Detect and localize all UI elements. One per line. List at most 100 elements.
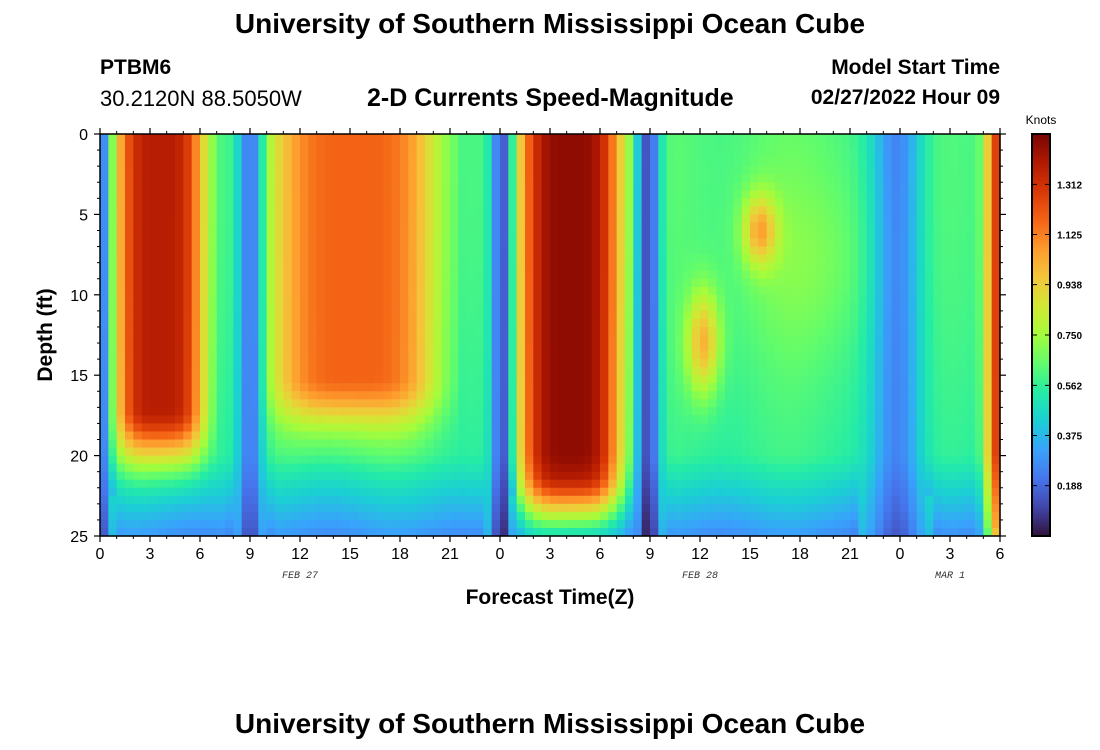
- heatmap-cell: [183, 375, 193, 384]
- heatmap-cell: [133, 447, 143, 457]
- heatmap-cell: [800, 471, 809, 481]
- heatmap-cell: [800, 351, 809, 360]
- heatmap-cell: [375, 270, 384, 280]
- heatmap-cell: [425, 326, 434, 336]
- heatmap-cell: [358, 190, 368, 199]
- heatmap-cell: [916, 495, 926, 505]
- heatmap-cell: [200, 335, 209, 344]
- heatmap-cell: [408, 455, 418, 465]
- heatmap-cell: [583, 262, 593, 272]
- heatmap-cell: [850, 262, 859, 272]
- heatmap-cell: [833, 471, 843, 481]
- heatmap-cell: [725, 294, 734, 304]
- heatmap-cell: [875, 383, 884, 392]
- heatmap-cell: [491, 471, 501, 481]
- heatmap-cell: [475, 262, 484, 272]
- heatmap-cell: [900, 503, 909, 513]
- heatmap-cell: [591, 351, 601, 360]
- heatmap-cell: [816, 294, 826, 304]
- heatmap-cell: [425, 318, 434, 328]
- heatmap-cell: [500, 487, 509, 497]
- heatmap-cell: [483, 519, 493, 529]
- heatmap-cell: [350, 142, 359, 151]
- heatmap-cell: [925, 182, 934, 191]
- heatmap-cell: [625, 463, 634, 473]
- heatmap-cell: [525, 447, 534, 457]
- heatmap-cell: [566, 479, 576, 489]
- heatmap-cell: [800, 246, 809, 256]
- heatmap-cell: [650, 302, 659, 312]
- heatmap-cell: [633, 166, 643, 175]
- heatmap-cell: [491, 158, 501, 167]
- heatmap-cell: [283, 150, 293, 159]
- heatmap-cell: [850, 423, 859, 433]
- heatmap-cell: [550, 455, 559, 465]
- heatmap-cell: [125, 310, 134, 320]
- heatmap-cell: [516, 246, 526, 256]
- heatmap-cell: [175, 286, 184, 296]
- heatmap-cell: [841, 383, 851, 392]
- heatmap-cell: [733, 359, 743, 368]
- heatmap-cell: [558, 190, 568, 199]
- heatmap-cell: [116, 302, 126, 312]
- heatmap-cell: [200, 190, 209, 199]
- heatmap-cell: [716, 142, 726, 151]
- heatmap-cell: [675, 511, 684, 521]
- heatmap-cell: [266, 230, 276, 240]
- heatmap-cell: [416, 150, 426, 159]
- heatmap-cell: [308, 447, 318, 457]
- heatmap-cell: [458, 142, 468, 151]
- heatmap-cell: [258, 479, 268, 489]
- heatmap-cell: [108, 471, 118, 481]
- heatmap-cell: [916, 487, 926, 497]
- heatmap-cell: [241, 142, 251, 151]
- heatmap-cell: [825, 415, 834, 425]
- heatmap-cell: [425, 206, 434, 215]
- heatmap-cell: [200, 439, 209, 449]
- heatmap-cell: [333, 487, 343, 497]
- heatmap-cell: [883, 447, 893, 457]
- heatmap-cell: [491, 415, 501, 425]
- heatmap-cell: [266, 262, 276, 272]
- heatmap-cell: [650, 174, 659, 183]
- heatmap-cell: [925, 399, 934, 408]
- heatmap-cell: [850, 198, 859, 207]
- heatmap-cell: [116, 455, 126, 465]
- heatmap-cell: [783, 254, 793, 264]
- heatmap-cell: [783, 391, 793, 400]
- heatmap-cell: [458, 198, 468, 207]
- heatmap-cell: [200, 351, 209, 360]
- heatmap-cell: [666, 214, 676, 224]
- heatmap-cell: [150, 367, 159, 376]
- heatmap-cell: [825, 166, 834, 175]
- heatmap-cell: [533, 166, 543, 175]
- heatmap-cell: [700, 455, 709, 465]
- heatmap-cell: [558, 294, 568, 304]
- heatmap-cell: [700, 286, 709, 296]
- heatmap-cell: [808, 286, 818, 296]
- heatmap-cell: [508, 447, 518, 457]
- heatmap-cell: [175, 527, 184, 537]
- heatmap-cell: [558, 367, 568, 376]
- heatmap-cell: [541, 455, 551, 465]
- heatmap-cell: [691, 431, 701, 441]
- heatmap-cell: [116, 511, 126, 521]
- heatmap-cell: [208, 351, 218, 360]
- heatmap-cell: [541, 254, 551, 264]
- heatmap-cell: [733, 447, 743, 457]
- heatmap-cell: [741, 415, 751, 425]
- heatmap-cell: [825, 367, 834, 376]
- heatmap-cell: [750, 270, 759, 280]
- heatmap-cell: [108, 447, 118, 457]
- heatmap-cell: [366, 503, 376, 513]
- heatmap-cell: [708, 439, 718, 449]
- heatmap-cell: [783, 511, 793, 521]
- heatmap-cell: [308, 391, 318, 400]
- heatmap-cell: [333, 302, 343, 312]
- heatmap-cell: [233, 238, 243, 248]
- heatmap-cell: [333, 503, 343, 513]
- heatmap-cell: [233, 326, 243, 336]
- heatmap-cell: [558, 246, 568, 256]
- heatmap-cell: [441, 415, 451, 425]
- heatmap-cell: [191, 294, 201, 304]
